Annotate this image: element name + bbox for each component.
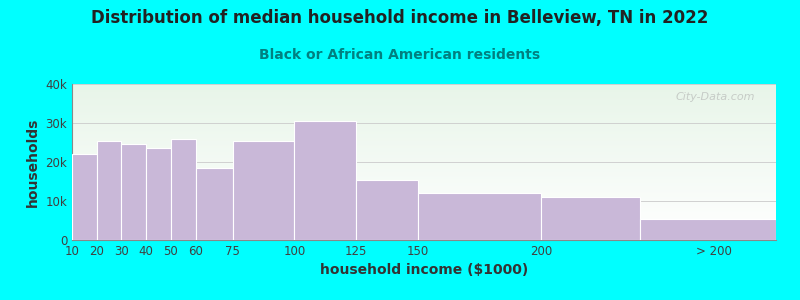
Y-axis label: households: households [26, 117, 40, 207]
Bar [122, 144, 146, 240]
Bar [171, 139, 195, 240]
Bar [418, 193, 542, 240]
Bar [542, 197, 640, 240]
Bar [233, 140, 294, 240]
Text: Distribution of median household income in Belleview, TN in 2022: Distribution of median household income … [91, 9, 709, 27]
Bar [356, 179, 418, 240]
Bar [294, 121, 356, 240]
Bar [195, 168, 233, 240]
X-axis label: household income ($1000): household income ($1000) [320, 263, 528, 278]
Text: Black or African American residents: Black or African American residents [259, 48, 541, 62]
Text: City-Data.com: City-Data.com [675, 92, 755, 102]
Bar [146, 148, 171, 240]
Bar [72, 154, 97, 240]
Bar [97, 140, 122, 240]
Bar [640, 218, 776, 240]
